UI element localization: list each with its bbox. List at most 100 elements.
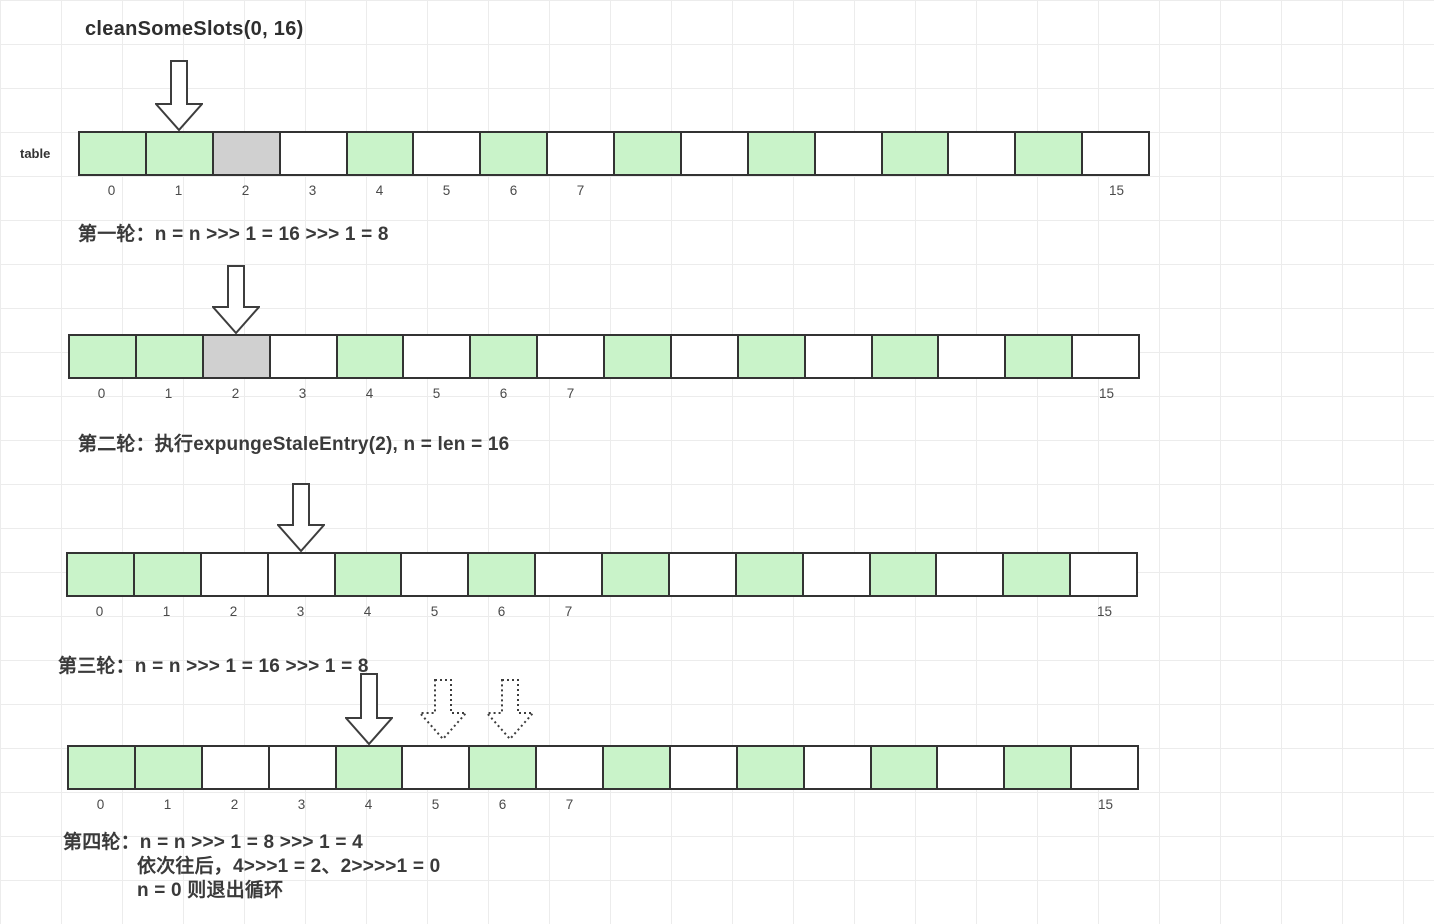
slot-8-entry <box>615 133 682 174</box>
slot-7-empty <box>548 133 615 174</box>
slot-9-empty <box>670 747 738 788</box>
slot-7-empty <box>537 747 604 788</box>
slot-12-entry <box>882 133 950 174</box>
slot-1-entry <box>136 336 204 377</box>
down-arrow-dotted <box>417 679 468 741</box>
slot-index-label: 6 <box>497 604 506 619</box>
slot-11-empty <box>803 554 871 595</box>
slot-0-entry <box>70 336 137 377</box>
slot-index-label: 1 <box>164 386 173 401</box>
slot-index-label: 0 <box>95 604 104 619</box>
round-1-caption-line-1: 第一轮：n = n >>> 1 = 16 >>> 1 = 8 <box>78 224 389 245</box>
slot-2-empty <box>201 554 269 595</box>
slot-index-label: 7 <box>576 183 585 198</box>
slot-9-empty <box>671 336 739 377</box>
slot-4-entry <box>337 336 405 377</box>
slot-6-entry <box>470 747 538 788</box>
slot-index-label: 0 <box>107 183 116 198</box>
slot-10-entry <box>748 133 816 174</box>
table-label: table <box>20 146 51 161</box>
slot-14-entry <box>1016 133 1084 174</box>
down-arrow-solid <box>275 483 326 553</box>
slot-4-entry <box>336 747 404 788</box>
slot-2-empty <box>202 747 270 788</box>
slot-index-label: 6 <box>498 797 507 812</box>
slot-15-empty <box>1073 336 1138 377</box>
slot-15-empty <box>1072 747 1137 788</box>
array-table-row-2 <box>68 334 1140 379</box>
slot-index-label: 15 <box>1108 183 1125 198</box>
slot-index-label: 5 <box>431 797 440 812</box>
slot-8-entry <box>603 554 670 595</box>
slot-3-empty <box>268 554 336 595</box>
slot-12-entry <box>871 747 939 788</box>
slot-2-stale <box>213 133 281 174</box>
slot-6-entry <box>481 133 549 174</box>
slot-10-entry <box>737 747 805 788</box>
slot-10-entry <box>736 554 804 595</box>
slot-6-entry <box>471 336 539 377</box>
slot-index-label: 15 <box>1097 797 1114 812</box>
slot-0-entry <box>69 747 136 788</box>
round-2-caption-line-1: 第二轮：执行expungeStaleEntry(2), n = len = 16 <box>78 434 510 455</box>
slot-13-empty <box>949 133 1017 174</box>
round-4-caption-line-2: 依次往后，4>>>1 = 2、2>>>>1 = 0 <box>137 856 441 877</box>
slot-0-entry <box>68 554 135 595</box>
slot-11-empty <box>815 133 883 174</box>
slot-3-empty <box>269 747 337 788</box>
round-4-caption-line-3: n = 0 则退出循环 <box>137 880 284 901</box>
slot-2-stale <box>203 336 271 377</box>
slot-14-entry <box>1005 747 1073 788</box>
round-3-caption-line-1: 第三轮：n = n >>> 1 = 16 >>> 1 = 8 <box>58 656 369 677</box>
slot-1-entry <box>135 747 203 788</box>
slot-index-label: 3 <box>308 183 317 198</box>
slot-index-label: 5 <box>432 386 441 401</box>
slot-index-label: 7 <box>566 386 575 401</box>
slot-index-label: 1 <box>174 183 183 198</box>
slot-13-empty <box>938 747 1006 788</box>
slot-7-empty <box>538 336 605 377</box>
diagram-title: cleanSomeSlots(0, 16) <box>85 18 304 40</box>
down-arrow-icon <box>275 483 326 553</box>
slot-5-empty <box>414 133 482 174</box>
slot-15-empty <box>1071 554 1136 595</box>
slot-14-entry <box>1006 336 1074 377</box>
slot-0-entry <box>80 133 147 174</box>
slot-13-empty <box>937 554 1005 595</box>
slot-index-label: 5 <box>442 183 451 198</box>
down-arrow-solid <box>343 673 394 746</box>
slot-index-label: 2 <box>241 183 250 198</box>
slot-index-label: 3 <box>296 604 305 619</box>
slot-8-entry <box>605 336 672 377</box>
slot-index-label: 3 <box>297 797 306 812</box>
down-arrow-icon <box>210 265 261 335</box>
slot-1-entry <box>146 133 214 174</box>
slot-index-label: 0 <box>97 386 106 401</box>
slot-index-label: 2 <box>231 386 240 401</box>
slot-index-label: 2 <box>229 604 238 619</box>
array-table-row-1 <box>78 131 1150 176</box>
slot-13-empty <box>939 336 1007 377</box>
slot-12-entry <box>872 336 940 377</box>
slot-15-empty <box>1083 133 1148 174</box>
slot-11-empty <box>804 747 872 788</box>
slot-10-entry <box>738 336 806 377</box>
slot-3-empty <box>270 336 338 377</box>
slot-5-empty <box>404 336 472 377</box>
down-arrow-solid <box>210 265 261 335</box>
slot-index-label: 6 <box>499 386 508 401</box>
slot-9-empty <box>669 554 737 595</box>
slot-index-label: 7 <box>564 604 573 619</box>
down-arrow-solid <box>153 60 204 132</box>
down-arrow-icon <box>153 60 204 132</box>
slot-6-entry <box>469 554 537 595</box>
slot-index-label: 0 <box>96 797 105 812</box>
array-table-row-3 <box>66 552 1138 597</box>
down-arrow-icon <box>484 679 535 741</box>
slot-5-empty <box>403 747 471 788</box>
slot-11-empty <box>805 336 873 377</box>
slot-4-entry <box>347 133 415 174</box>
down-arrow-dotted <box>484 679 535 741</box>
slot-index-label: 15 <box>1096 604 1113 619</box>
